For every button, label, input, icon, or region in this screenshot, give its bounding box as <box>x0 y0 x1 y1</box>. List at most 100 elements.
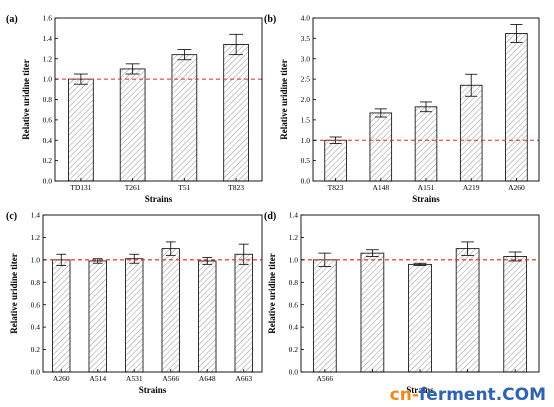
bar-3-6 <box>234 253 253 373</box>
error-bar-3-3 <box>129 253 140 264</box>
bar-3-4 <box>161 248 180 373</box>
x-tick-label: A663 <box>235 374 252 383</box>
y-tick-label: 1.2 <box>31 233 41 242</box>
chart-panel-2: 0.0 0.5 1.0 1.5 2.0 2.5 3.0 3.5 4.0 T823 A148 A151 A… <box>264 14 540 204</box>
x-tick-label: A514 <box>89 374 106 383</box>
panel-label: (a) <box>6 14 18 25</box>
y-tick-label: 2.5 <box>301 75 311 84</box>
error-bar-1-3 <box>177 49 192 61</box>
y-tick-label: 1.2 <box>43 54 53 63</box>
bar-3-1 <box>52 259 71 373</box>
y-tick-label: 0.2 <box>43 156 53 165</box>
chart-panel-4: 0.0 0.2 0.4 0.6 0.8 1.0 1.2 1.4 A566 Strains Relat… <box>264 211 540 395</box>
error-bar-2-3 <box>419 101 433 113</box>
error-bar-1-2 <box>125 63 140 75</box>
y-tick-label: 1.0 <box>31 255 41 264</box>
error-bar-4-2 <box>366 249 379 257</box>
panel-label: (b) <box>264 14 276 25</box>
bar-4-1 <box>312 259 337 373</box>
bar-2-4 <box>459 84 483 182</box>
y-tick-label: 1.2 <box>289 233 299 242</box>
y-tick-label: 0.8 <box>31 278 41 287</box>
y-tick-label: 1.0 <box>301 136 311 145</box>
x-tick-label: T261 <box>125 183 141 192</box>
bar-2-3 <box>414 106 438 182</box>
y-tick-label: 0.2 <box>289 345 299 354</box>
y-tick-label: 1.0 <box>43 75 53 84</box>
error-bar-3-5 <box>202 257 213 265</box>
y-tick-label: 0.0 <box>301 177 311 186</box>
bar-3-2 <box>88 260 107 373</box>
y-tick-label: 1.6 <box>43 14 53 23</box>
y-tick-label: 3.5 <box>301 34 311 43</box>
error-bar-3-1 <box>56 253 67 266</box>
x-axis-label: Strains <box>406 385 434 395</box>
x-tick-label: A148 <box>372 183 389 192</box>
bar-3-3 <box>125 258 144 373</box>
x-tick-label: T823 <box>228 183 244 192</box>
plot-frame-3 <box>42 214 263 373</box>
error-bar-1-1 <box>73 73 88 85</box>
y-tick-label: 0.6 <box>289 300 299 309</box>
y-tick-label: 0.4 <box>31 323 41 332</box>
x-axis-label: Strains <box>145 194 173 204</box>
error-bar-3-4 <box>165 241 176 256</box>
y-tick-label: 0.0 <box>43 177 53 186</box>
bar-2-5 <box>505 33 528 182</box>
y-tick-label: 1.4 <box>289 211 299 220</box>
panel-label: (c) <box>6 211 17 222</box>
bar-4-3 <box>408 263 432 373</box>
y-tick-label: 0.0 <box>289 368 299 377</box>
y-tick-label: 0.2 <box>31 345 41 354</box>
x-tick-label: T51 <box>178 183 190 192</box>
y-tick-label: 2.0 <box>301 95 311 104</box>
bar-2-2 <box>369 112 393 182</box>
bar-1-4 <box>223 44 249 182</box>
y-axis-label: Relative uridine titer <box>21 59 31 139</box>
x-axis-label: Strains <box>412 194 440 204</box>
x-tick-label: A566 <box>162 374 179 383</box>
bar-4-5 <box>503 256 528 373</box>
error-bar-2-2 <box>374 108 387 118</box>
error-bar-4-3 <box>413 262 427 266</box>
y-tick-label: 0.4 <box>43 136 53 145</box>
x-tick-label: A648 <box>199 374 216 383</box>
chart-panel-1: 0.0 0.2 0.4 0.6 0.8 1.0 1.2 1.4 1.6 TD131 T261 T51 T… <box>6 14 263 204</box>
x-tick-label: A260 <box>508 183 525 192</box>
x-tick-label: A151 <box>418 183 435 192</box>
bar-1-2 <box>119 68 146 182</box>
bar-4-2 <box>360 252 385 373</box>
y-tick-label: 0.0 <box>31 368 41 377</box>
chart-panel-3: 0.0 0.2 0.4 0.6 0.8 1.0 1.2 1.4 A260 A514 A531 A566… <box>6 211 263 395</box>
bar-1-3 <box>171 54 198 182</box>
error-bar-2-5 <box>510 24 523 43</box>
y-tick-label: 4.0 <box>301 14 311 23</box>
y-axis-label: Relative uridine titer <box>9 253 19 333</box>
bar-1-1 <box>68 78 94 182</box>
bar-2-1 <box>324 139 347 182</box>
bar-4-4 <box>455 248 480 373</box>
watermark-part-2: ferment <box>418 385 496 405</box>
x-tick-label: A219 <box>463 183 480 192</box>
x-tick-label: A531 <box>126 374 143 383</box>
y-tick-label: 0.8 <box>43 95 53 104</box>
x-tick-label: T823 <box>328 183 344 192</box>
watermark-part-3: .COM <box>495 385 546 405</box>
panel-label: (d) <box>264 211 276 222</box>
error-bar-4-4 <box>461 241 474 256</box>
y-tick-label: 1.4 <box>43 34 53 43</box>
y-tick-label: 0.6 <box>43 115 53 124</box>
error-bar-3-6 <box>238 243 249 265</box>
y-tick-label: 0.8 <box>289 278 299 287</box>
x-tick-label: A260 <box>53 374 70 383</box>
y-axis-label: Relative uridine titer <box>279 59 289 139</box>
bar-3-5 <box>198 260 217 373</box>
y-tick-label: 3.0 <box>301 54 311 63</box>
error-bar-1-4 <box>229 33 244 56</box>
error-bar-3-2 <box>92 258 103 264</box>
y-tick-label: 0.5 <box>301 156 311 165</box>
x-tick-label: A566 <box>316 374 333 383</box>
y-tick-label: 0.4 <box>289 323 299 332</box>
watermark-part-1: cn- <box>389 385 419 405</box>
